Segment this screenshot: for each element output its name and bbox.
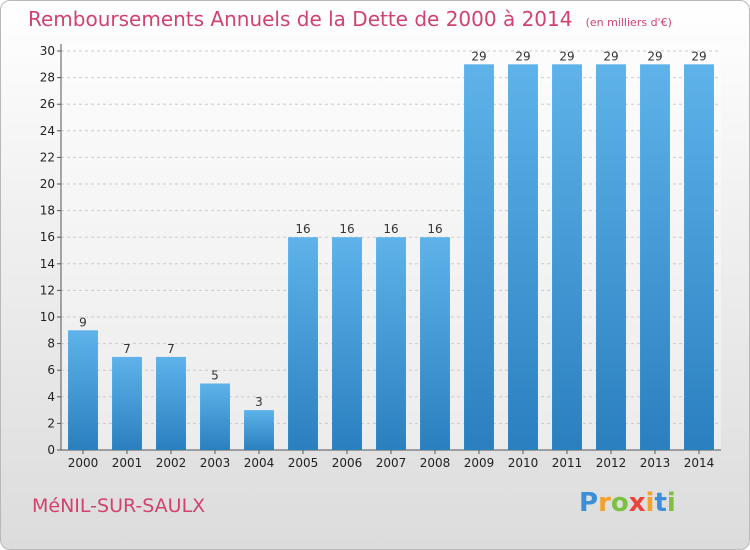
logo-letter: x: [628, 488, 646, 518]
bar-2001: [112, 356, 142, 450]
logo-letter: r: [598, 488, 611, 518]
value-label: 16: [383, 222, 398, 236]
value-label: 5: [211, 369, 219, 383]
value-label: 29: [691, 49, 706, 63]
bar-2006: [332, 237, 362, 450]
y-tick-label: 30: [40, 44, 55, 58]
chart-title: Remboursements Annuels de la Dette de 20…: [28, 7, 672, 31]
x-tick-label: 2005: [288, 456, 319, 470]
bar-2012: [596, 64, 626, 451]
x-tick-label: 2010: [508, 456, 539, 470]
x-tick-label: 2011: [552, 456, 583, 470]
y-tick-label: 12: [40, 283, 55, 297]
bar-2009: [464, 64, 494, 451]
value-label: 29: [471, 49, 486, 63]
proxiti-logo: Proxiti: [579, 488, 676, 518]
bar-2003: [200, 383, 230, 450]
x-tick-label: 2004: [244, 456, 275, 470]
value-label: 29: [603, 49, 618, 63]
commune-name: MéNIL-SUR-SAULX: [32, 495, 206, 517]
value-label: 16: [339, 222, 354, 236]
bar-2013: [640, 64, 670, 451]
x-tick-label: 2003: [200, 456, 231, 470]
y-tick-label: 28: [40, 71, 55, 85]
x-tick-label: 2012: [596, 456, 627, 470]
y-tick-label: 26: [40, 97, 55, 111]
x-tick-label: 2013: [640, 456, 671, 470]
bar-2011: [552, 64, 582, 451]
bar-2014: [684, 64, 714, 451]
x-tick-label: 2009: [464, 456, 495, 470]
y-tick-label: 8: [47, 337, 55, 351]
bar-2002: [156, 356, 186, 450]
bar-2004: [244, 410, 274, 450]
x-tick-label: 2007: [376, 456, 407, 470]
y-tick-label: 16: [40, 230, 55, 244]
bar-2005: [288, 237, 318, 450]
unit-label: (en milliers d'€): [585, 16, 672, 29]
y-tick-label: 24: [40, 124, 55, 138]
bar-2010: [508, 64, 538, 451]
y-tick-label: 10: [40, 310, 55, 324]
value-label: 16: [427, 222, 442, 236]
y-tick-label: 20: [40, 177, 55, 191]
bar-2008: [420, 237, 450, 450]
x-tick-label: 2002: [156, 456, 187, 470]
y-tick-label: 14: [40, 257, 55, 271]
value-label: 29: [559, 49, 574, 63]
x-tick-label: 2006: [332, 456, 363, 470]
value-label: 16: [295, 222, 310, 236]
y-tick-label: 2: [47, 416, 55, 430]
x-tick-label: 2014: [684, 456, 715, 470]
value-label: 7: [123, 342, 131, 356]
x-tick-label: 2000: [68, 456, 99, 470]
x-tick-label: 2008: [420, 456, 451, 470]
value-label: 7: [167, 342, 175, 356]
logo-letter: P: [579, 488, 599, 518]
logo-letter: i: [666, 488, 676, 518]
logo-letter: i: [645, 488, 655, 518]
title-text: Remboursements Annuels de la Dette de 20…: [28, 7, 573, 31]
logo-letter: o: [610, 488, 629, 518]
y-tick-label: 0: [47, 443, 55, 457]
logo-letter: t: [654, 488, 667, 518]
value-label: 29: [647, 49, 662, 63]
value-label: 9: [79, 315, 87, 329]
bar-2007: [376, 237, 406, 450]
bar-2000: [68, 330, 98, 450]
y-tick-label: 22: [40, 150, 55, 164]
value-label: 3: [255, 395, 263, 409]
y-tick-label: 18: [40, 204, 55, 218]
value-label: 29: [515, 49, 530, 63]
x-tick-label: 2001: [112, 456, 143, 470]
y-tick-label: 4: [47, 390, 55, 404]
y-tick-label: 6: [47, 363, 55, 377]
